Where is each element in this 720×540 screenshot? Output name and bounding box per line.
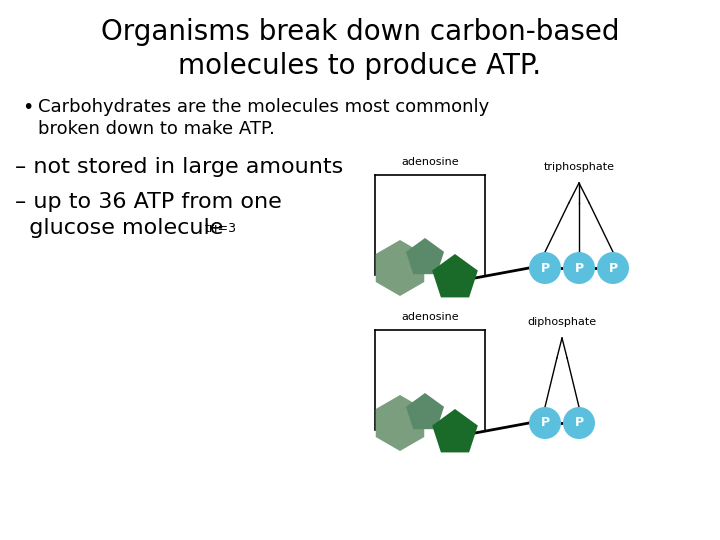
Polygon shape xyxy=(406,238,444,274)
Text: P: P xyxy=(608,261,618,274)
Circle shape xyxy=(529,252,561,284)
Polygon shape xyxy=(432,254,478,298)
Text: glucose molecule: glucose molecule xyxy=(15,218,223,238)
Circle shape xyxy=(563,252,595,284)
Text: tri=3: tri=3 xyxy=(205,222,237,235)
Text: Carbohydrates are the molecules most commonly: Carbohydrates are the molecules most com… xyxy=(38,98,490,116)
Polygon shape xyxy=(376,240,424,296)
Text: molecules to produce ATP.: molecules to produce ATP. xyxy=(179,52,541,80)
Circle shape xyxy=(529,407,561,439)
Text: P: P xyxy=(541,416,549,429)
Text: – not stored in large amounts: – not stored in large amounts xyxy=(15,157,343,177)
Text: P: P xyxy=(575,261,584,274)
Text: P: P xyxy=(575,416,584,429)
Text: – up to 36 ATP from one: – up to 36 ATP from one xyxy=(15,192,282,212)
Polygon shape xyxy=(432,409,478,453)
Text: •: • xyxy=(22,98,33,117)
Text: Organisms break down carbon-based: Organisms break down carbon-based xyxy=(101,18,619,46)
Text: broken down to make ATP.: broken down to make ATP. xyxy=(38,120,275,138)
Text: triphosphate: triphosphate xyxy=(544,162,614,172)
Circle shape xyxy=(597,252,629,284)
Polygon shape xyxy=(376,395,424,451)
Text: diphosphate: diphosphate xyxy=(528,317,597,327)
Text: P: P xyxy=(541,261,549,274)
Text: adenosine: adenosine xyxy=(401,157,459,167)
Polygon shape xyxy=(406,393,444,429)
Text: adenosine: adenosine xyxy=(401,312,459,322)
Circle shape xyxy=(563,407,595,439)
